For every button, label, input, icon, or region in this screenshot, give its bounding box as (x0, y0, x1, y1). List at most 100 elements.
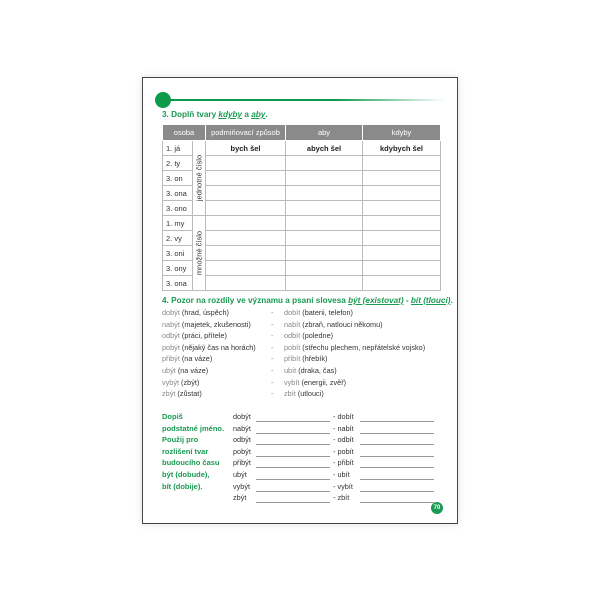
answer-cell[interactable] (362, 215, 441, 231)
blank-line[interactable] (360, 479, 434, 480)
fill-word-left: ubýt (233, 470, 247, 479)
table-row: 2. vy (162, 230, 441, 246)
blank-line[interactable] (256, 467, 330, 469)
blank-line[interactable] (360, 490, 434, 492)
pair-dash: - (271, 366, 274, 375)
header-aby: aby (285, 124, 363, 141)
table-row: 1. já jednotné číslo bych šel abych šel kdyb… (162, 140, 441, 216)
answer-cell[interactable] (205, 230, 286, 246)
answer-cell[interactable] (362, 230, 441, 246)
pair-dash: - (271, 389, 274, 399)
pair-left: přibýt (na váze) (162, 354, 213, 364)
pair-left: ubýt (na váze) (162, 366, 209, 375)
answer-cell[interactable] (285, 230, 363, 246)
instruction-line: bít (dobije). (162, 481, 203, 491)
blank-line[interactable] (360, 444, 434, 446)
blank-line[interactable] (360, 467, 434, 469)
fill-word-left: přibýt (233, 458, 251, 468)
instruction-line: budoucího času (162, 458, 220, 468)
fill-word-left: odbýt (233, 435, 251, 445)
fill-word-left: pobýt (233, 446, 251, 456)
pair-dash: - (271, 342, 274, 352)
blank-line[interactable] (256, 421, 330, 422)
answer-cell[interactable] (205, 245, 286, 261)
blank-line[interactable] (256, 502, 330, 504)
answer-cell[interactable] (362, 185, 441, 201)
answer-cell[interactable] (205, 155, 286, 171)
fill-word-left: vybýt (233, 481, 251, 491)
pair-left: zbýt (zůstat) (162, 389, 202, 399)
answer-cell[interactable] (285, 260, 363, 276)
person-cell: 2. vy (162, 230, 193, 246)
fill-word-right: - nabít (333, 423, 354, 433)
answer-cell[interactable] (285, 245, 363, 261)
answer-cell[interactable] (362, 200, 441, 216)
exercise3-title: 3. Doplň tvary kdyby a aby. (162, 110, 268, 119)
blank-line[interactable] (256, 444, 330, 446)
answer-cell[interactable] (362, 275, 441, 291)
group-plural: množné číslo (192, 215, 206, 291)
fill-word-right: - zbít (333, 493, 350, 503)
pair-right: přibít (hřebík) (284, 354, 328, 364)
fill-word-right: - přibít (333, 458, 354, 468)
answer-cell[interactable] (285, 185, 363, 201)
fill-word-right: - odbít (333, 435, 354, 445)
answer-cell[interactable] (285, 215, 363, 231)
example-cell: abych šel (285, 140, 363, 156)
table-row: 3. ony (162, 260, 441, 276)
header-kdyby: kdyby (362, 124, 441, 141)
table-row: 3. ona (162, 185, 441, 201)
instruction-line: Použij pro (162, 435, 199, 445)
example-cell: bych šel (205, 140, 286, 156)
answer-cell[interactable] (362, 170, 441, 186)
answer-cell[interactable] (205, 185, 286, 201)
person-cell: 3. ona (162, 185, 193, 201)
answer-cell[interactable] (285, 170, 363, 186)
answer-cell[interactable] (205, 215, 286, 231)
exercise4-title: 4. Pozor na rozdíly ve významu a psaní s… (162, 296, 453, 305)
fill-word-right: - ubít (333, 470, 350, 479)
pair-dash: - (271, 319, 274, 329)
header-podminovaci: podmiňovací způsob (205, 124, 286, 141)
answer-cell[interactable] (205, 200, 286, 216)
answer-cell[interactable] (285, 200, 363, 216)
blank-line[interactable] (360, 421, 434, 422)
blank-line[interactable] (360, 455, 434, 457)
blank-line[interactable] (256, 455, 330, 457)
person-cell: 1. my (162, 215, 193, 231)
instruction-line: Dopiš (162, 412, 183, 421)
instruction-line: rozlišení tvar (162, 446, 209, 456)
person-cell: 3. ona (162, 275, 193, 291)
header-osoba: osoba (162, 124, 206, 141)
answer-cell[interactable] (205, 170, 286, 186)
answer-cell[interactable] (362, 155, 441, 171)
pair-right: nabít (zbraň, natlouci někomu) (284, 319, 383, 329)
fill-word-left: zbýt (233, 493, 247, 503)
answer-cell[interactable] (285, 275, 363, 291)
fill-word-left: dobýt (233, 412, 251, 421)
table-row: 3. ono (162, 200, 441, 216)
blank-line[interactable] (360, 502, 434, 504)
answer-cell[interactable] (362, 245, 441, 261)
pair-right: dobít (baterii, telefon) (284, 308, 353, 317)
blank-line[interactable] (256, 479, 330, 480)
fill-word-right: - dobít (333, 412, 354, 421)
section-bullet (155, 92, 171, 108)
answer-cell[interactable] (285, 155, 363, 171)
blank-line[interactable] (256, 432, 330, 434)
blank-line[interactable] (256, 490, 330, 492)
header-rule (170, 99, 445, 101)
table-row: 1. my množné číslo (162, 215, 441, 291)
blank-line[interactable] (360, 432, 434, 434)
person-cell: 3. ono (162, 200, 193, 216)
pair-left: nabýt (majetek, zkušenosti) (162, 319, 251, 329)
person-cell: 3. on (162, 170, 193, 186)
pair-left: pobýt (nějaký čas na horách) (162, 342, 256, 352)
answer-cell[interactable] (205, 260, 286, 276)
person-cell: 3. ony (162, 260, 193, 276)
answer-cell[interactable] (362, 260, 441, 276)
fill-word-right: - vybít (333, 481, 353, 491)
answer-cell[interactable] (205, 275, 286, 291)
pair-dash: - (271, 354, 274, 364)
group-singular: jednotné číslo (192, 140, 206, 216)
